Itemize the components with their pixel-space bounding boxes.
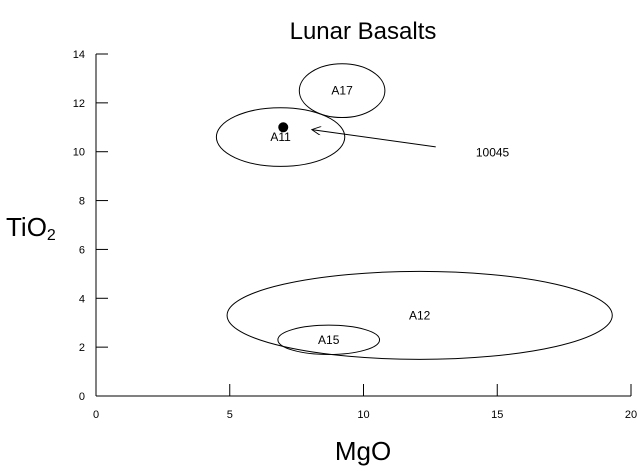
annotation-label: 10045 bbox=[476, 146, 510, 160]
y-tick-label: 6 bbox=[79, 244, 85, 256]
chart-title: Lunar Basalts bbox=[290, 18, 437, 45]
y-tick-label: 0 bbox=[79, 391, 85, 403]
x-tick-label: 10 bbox=[357, 409, 369, 421]
y-axis-label-main: TiO bbox=[6, 212, 47, 242]
x-axis-label: MgO bbox=[335, 436, 391, 466]
x-tick-label: 15 bbox=[491, 409, 503, 421]
x-tick-label: 20 bbox=[625, 409, 637, 421]
plot-area: 0 2 4 6 8 10 12 14 0 5 10 15 20 A17 A11 A12 A15 10045 bbox=[73, 49, 637, 421]
field-label-a15: A15 bbox=[318, 333, 340, 347]
y-tick-label: 2 bbox=[79, 342, 85, 354]
y-tick-label: 10 bbox=[73, 147, 85, 159]
x-tick-label: 5 bbox=[227, 409, 233, 421]
field-ellipse-a12 bbox=[226, 270, 613, 360]
y-tick-label: 14 bbox=[73, 49, 85, 61]
field-ellipse-a17 bbox=[298, 63, 386, 119]
y-axis-label: TiO2 bbox=[6, 212, 56, 244]
sample-point-10045 bbox=[278, 122, 289, 133]
field-label-a12: A12 bbox=[409, 308, 431, 322]
y-tick-label: 12 bbox=[73, 98, 85, 110]
field-ellipse-a11 bbox=[215, 107, 346, 167]
field-ellipse-a15 bbox=[277, 324, 381, 355]
y-tick-label: 4 bbox=[79, 293, 85, 305]
field-label-a17: A17 bbox=[331, 84, 353, 98]
x-tick-label: 0 bbox=[93, 409, 99, 421]
y-axis-label-sub: 2 bbox=[47, 227, 56, 244]
field-label-a11: A11 bbox=[270, 130, 291, 144]
annotation-arrow bbox=[313, 130, 436, 148]
y-tick-label: 8 bbox=[79, 196, 85, 208]
